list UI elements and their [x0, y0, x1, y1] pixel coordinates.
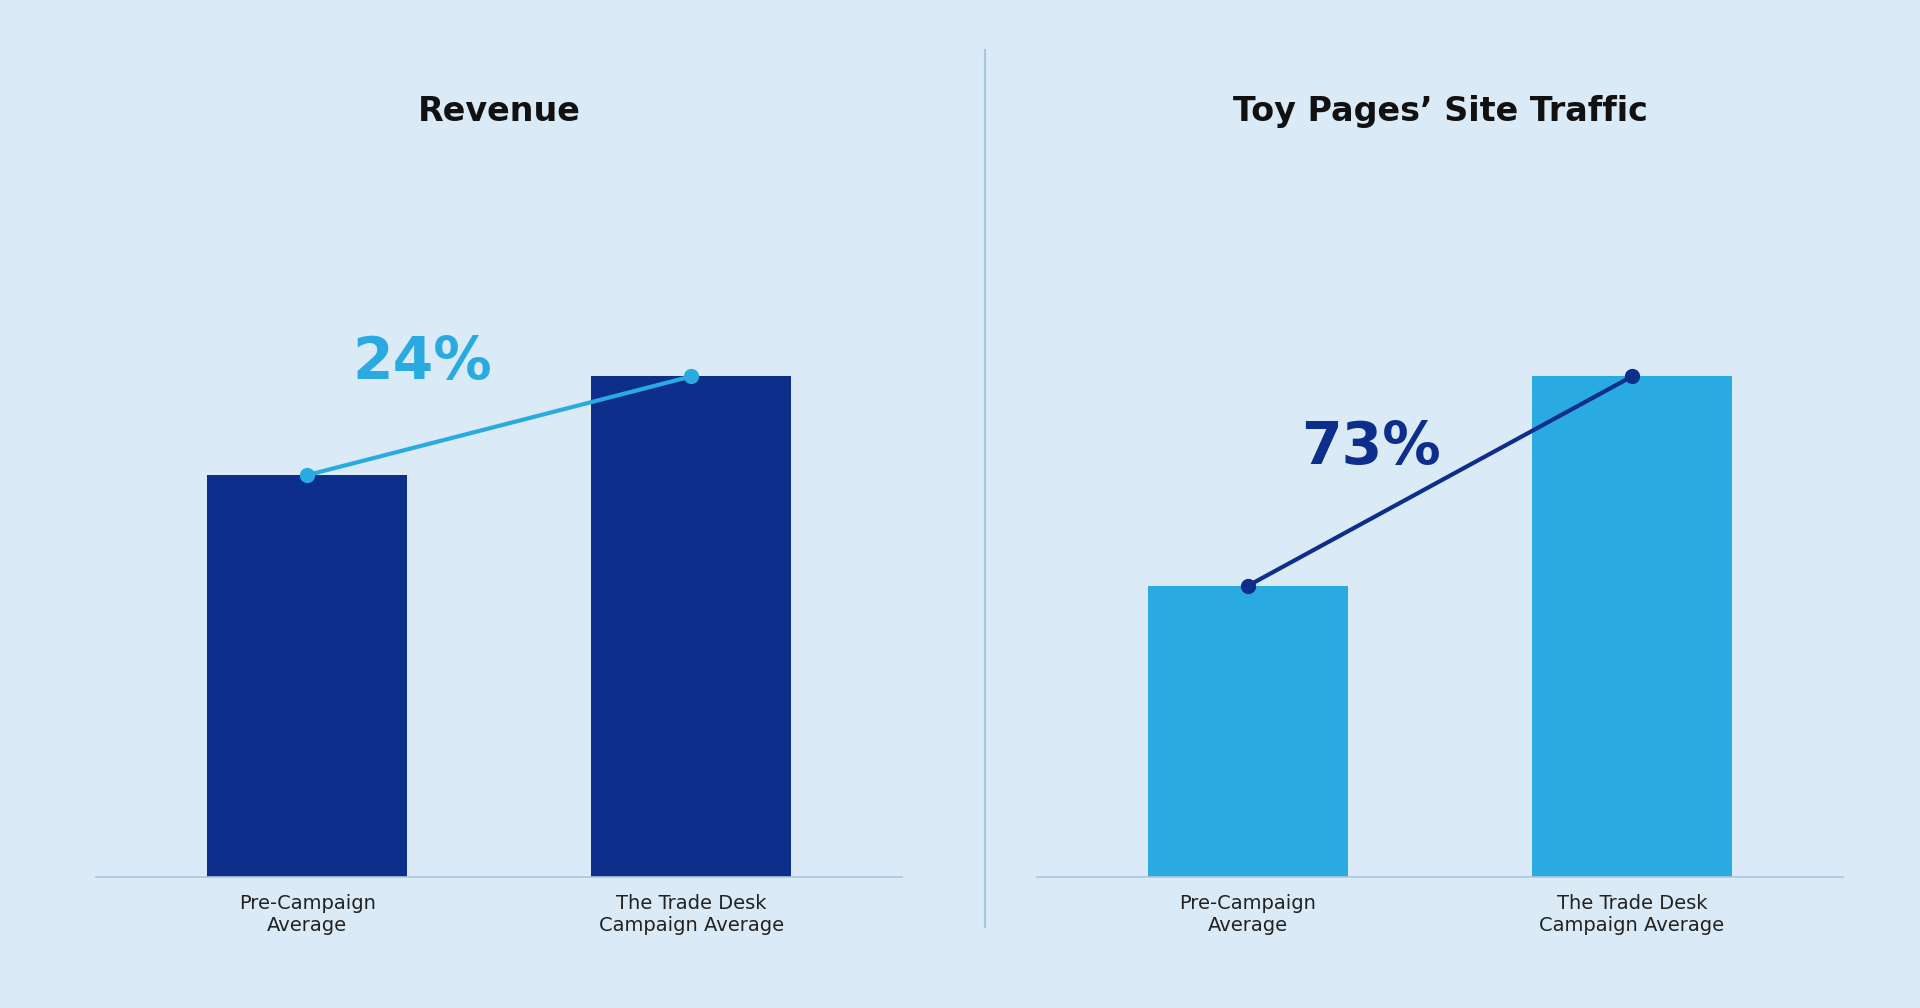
Text: 24%: 24% — [353, 335, 492, 391]
Text: 73%: 73% — [1302, 419, 1440, 476]
Bar — [1148, 586, 1348, 877]
Bar — [207, 475, 407, 877]
Bar — [591, 376, 791, 877]
Bar — [1532, 376, 1732, 877]
Title: Toy Pages’ Site Traffic: Toy Pages’ Site Traffic — [1233, 95, 1647, 128]
Title: Revenue: Revenue — [419, 95, 580, 128]
